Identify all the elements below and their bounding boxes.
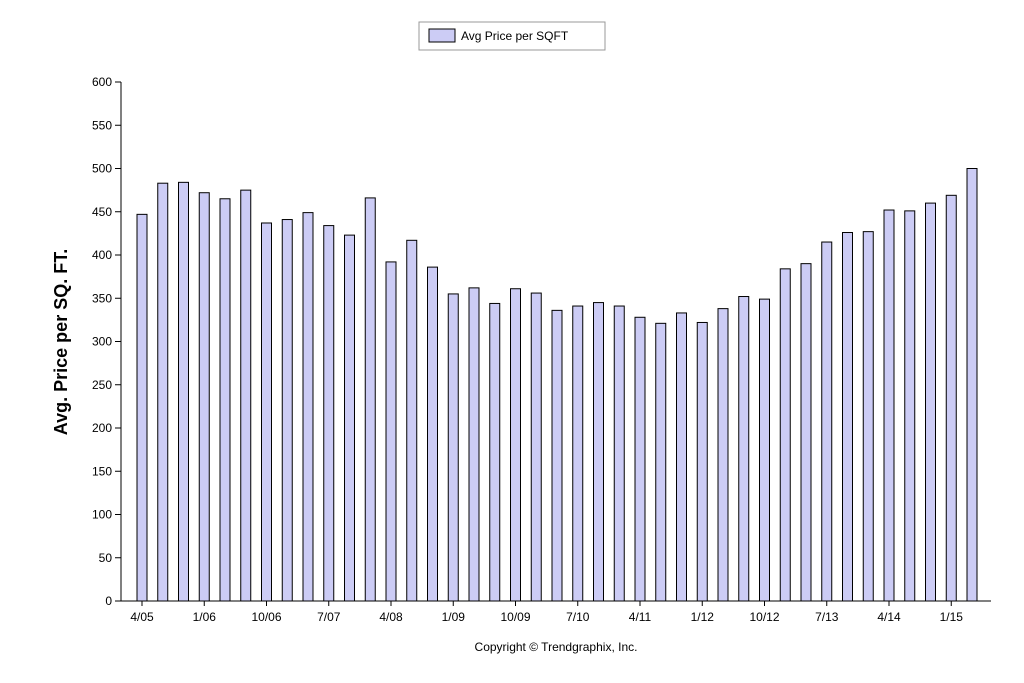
bar-4/12 <box>717 308 729 602</box>
bar-7/08 <box>406 239 418 602</box>
bar-7/11 <box>655 322 667 602</box>
bar-4/06 <box>219 198 231 602</box>
bar-7/10 <box>572 305 584 602</box>
y-tick-label: 100 <box>92 508 112 522</box>
y-tick-label: 300 <box>92 335 112 349</box>
x-tick-label: 4/05 <box>130 610 154 624</box>
x-axis: 4/05 1/06 10/06 7/07 4/08 1/09 10/09 7/10 4/11 1/… <box>121 600 991 624</box>
bar-7/14 <box>904 210 916 602</box>
bar-10/14 <box>925 202 936 602</box>
bar-1/09 <box>447 293 459 602</box>
copyright-text: Copyright © Trendgraphix, Inc. <box>475 640 638 654</box>
x-tick-label: 4/14 <box>877 610 901 624</box>
bar-7/09 <box>489 302 501 602</box>
bar-10/09 <box>510 288 521 602</box>
y-tick-label: 400 <box>92 248 112 262</box>
x-tick-label: 10/12 <box>749 610 779 624</box>
bar-10/08 <box>427 266 438 602</box>
bar-7/06 <box>240 189 252 602</box>
bar-1/06 <box>198 192 210 602</box>
bar-4/09 <box>468 287 480 602</box>
y-axis-label: Avg. Price per SQ. FT. <box>51 249 71 435</box>
bar-1/15 <box>945 194 957 602</box>
bars <box>136 168 978 602</box>
x-tick-label: 1/09 <box>442 610 466 624</box>
y-tick-label: 600 <box>92 75 112 89</box>
y-tick-label: 550 <box>92 118 112 132</box>
bar-7/13 <box>821 241 833 602</box>
bar-10/05 <box>178 181 189 602</box>
bar-10/13 <box>842 232 853 602</box>
bar-7/12 <box>738 296 750 602</box>
x-tick-label: 10/09 <box>500 610 530 624</box>
legend-label: Avg Price per SQFT <box>461 29 569 43</box>
bar-4/11 <box>634 316 646 602</box>
y-tick-label: 150 <box>92 464 112 478</box>
bar-10/11 <box>676 312 687 602</box>
bar-10/10 <box>593 302 604 602</box>
bar-4/08 <box>385 261 397 602</box>
x-tick-label: 1/06 <box>193 610 217 624</box>
y-tick-label: 0 <box>105 594 112 608</box>
x-tick-label: 7/13 <box>815 610 839 624</box>
y-tick-label: 450 <box>92 205 112 219</box>
bar-10/07 <box>344 234 355 602</box>
x-tick-label: 4/11 <box>629 610 652 624</box>
bar-1/13 <box>779 268 791 602</box>
bar-4/15 <box>966 168 978 602</box>
bar-7/07 <box>323 225 335 602</box>
bar-1/12 <box>696 321 708 602</box>
bar-4/07 <box>302 212 314 602</box>
bar-1/11 <box>613 305 625 602</box>
x-tick-label: 1/12 <box>691 610 715 624</box>
x-tick-label: 1/15 <box>940 610 964 624</box>
legend: Avg Price per SQFT <box>418 21 606 51</box>
bar-4/05 <box>136 213 148 602</box>
x-tick-label: 4/08 <box>379 610 403 624</box>
y-tick-label: 50 <box>99 551 113 565</box>
y-tick-label: 250 <box>92 378 112 392</box>
x-tick-label: 7/10 <box>566 610 590 624</box>
bar-10/06 <box>261 222 272 602</box>
x-tick-label: 7/07 <box>317 610 341 624</box>
bar-7/05 <box>157 182 169 602</box>
y-tick-label: 500 <box>92 162 112 176</box>
y-tick-label: 200 <box>92 421 112 435</box>
bar-4/10 <box>551 309 563 602</box>
bar-10/12 <box>759 298 770 602</box>
bar-1/14 <box>862 231 874 602</box>
bar-1/07 <box>281 219 293 602</box>
bar-4/14 <box>883 209 895 602</box>
bar-1/08 <box>364 197 376 602</box>
legend-swatch <box>428 28 456 43</box>
bar-4/13 <box>800 263 812 602</box>
y-axis: 0 50 100 150 200 250 300 350 400 450 500 550 600 <box>92 75 122 608</box>
y-tick-label: 350 <box>92 291 112 305</box>
bar-1/10 <box>530 292 542 602</box>
x-tick-label: 10/06 <box>251 610 281 624</box>
